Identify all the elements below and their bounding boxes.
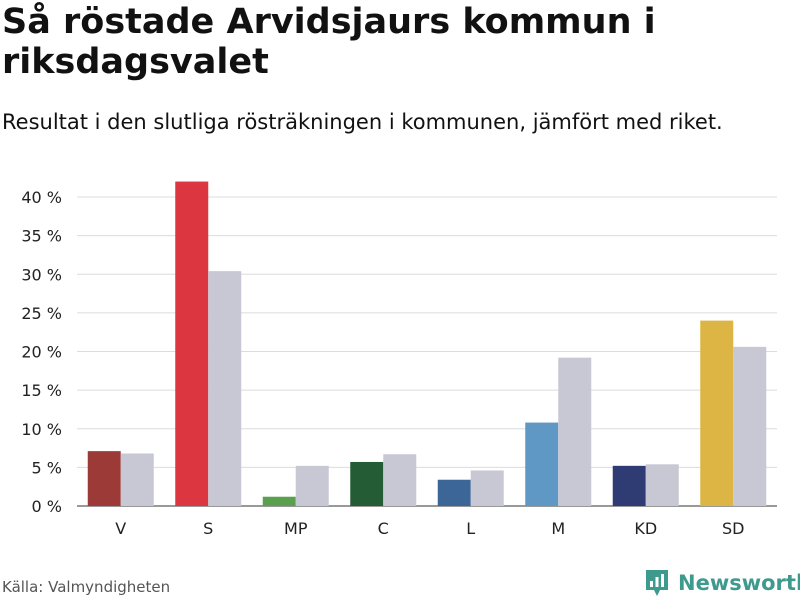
bar-riket-c [383, 454, 417, 506]
chart-title: Så röstade Arvidsjaurs kommun i riksdags… [2, 2, 656, 82]
category-label: MP [284, 519, 308, 538]
category-label: V [115, 519, 126, 538]
chart-subtitle: Resultat i den slutliga rösträkningen i … [2, 110, 723, 134]
bar-kommun-kd [612, 465, 646, 506]
y-tick-label: 15 % [21, 381, 62, 400]
category-label: C [378, 519, 389, 538]
y-tick-label: 10 % [21, 420, 62, 439]
bar-riket-mp [295, 465, 329, 506]
bar-kommun-l [437, 479, 471, 506]
bar-riket-l [470, 470, 504, 506]
bar-kommun-v [87, 451, 121, 506]
bar-kommun-s [175, 181, 209, 507]
y-tick-label: 25 % [21, 304, 62, 323]
brand-logo[interactable]: Newsworthy [644, 566, 800, 600]
y-tick-label: 30 % [21, 265, 62, 284]
bar-riket-kd [645, 464, 679, 506]
bar-kommun-sd [700, 320, 734, 506]
category-label: L [466, 519, 475, 538]
category-label: S [203, 519, 213, 538]
bar-riket-s [208, 271, 242, 506]
category-label: KD [634, 519, 657, 538]
bar-riket-m [558, 357, 592, 506]
newsworthy-logo-icon [646, 570, 668, 596]
y-tick-label: 0 % [32, 497, 62, 516]
bar-kommun-mp [262, 496, 296, 506]
bar-riket-v [120, 453, 154, 506]
category-label: M [551, 519, 565, 538]
y-tick-label: 5 % [32, 458, 62, 477]
source-note: Källa: Valmyndigheten [2, 578, 171, 596]
brand-name: Newsworthy [678, 571, 800, 595]
bar-kommun-m [525, 422, 559, 506]
y-tick-label: 20 % [21, 343, 62, 362]
category-label: SD [722, 519, 744, 538]
bar-kommun-c [350, 461, 384, 506]
bar-riket-sd [733, 346, 767, 506]
y-tick-label: 35 % [21, 227, 62, 246]
y-tick-label: 40 % [21, 188, 62, 207]
bar-chart: 0 % 5 % 10 % 15 % 20 % 25 % 30 % 35 % 40 % V S MP C L… [21, 181, 777, 538]
